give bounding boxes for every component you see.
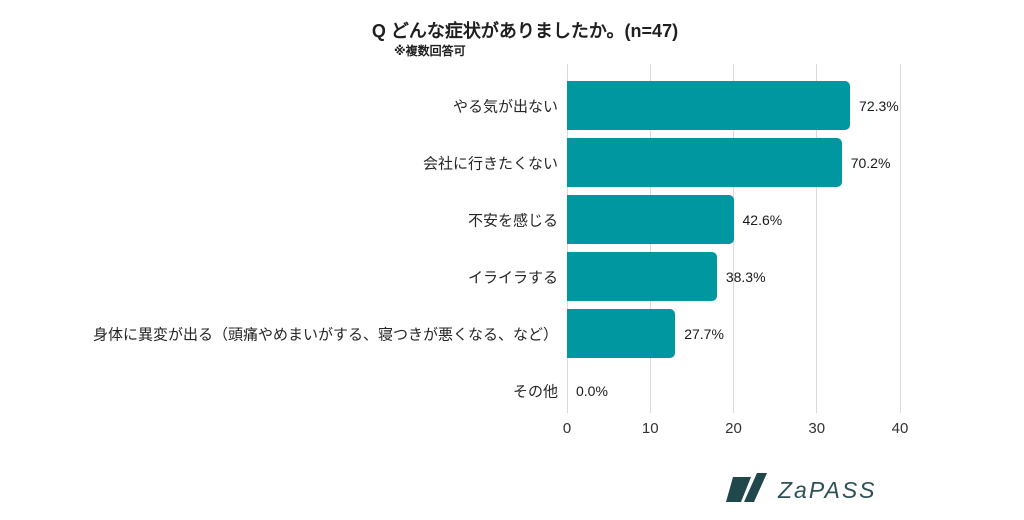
category-label: 身体に異変が出る（頭痛やめまいがする、寝つきが悪くなる、など） [92, 326, 558, 343]
category-label: その他 [512, 383, 558, 400]
x-tick-label: 20 [725, 420, 742, 437]
value-label: 70.2% [850, 154, 891, 171]
x-tick-label: 0 [562, 420, 572, 437]
gridline [899, 64, 901, 413]
gridline [733, 64, 734, 413]
category-label: 会社に行きたくない [422, 155, 558, 172]
chart-title: Q どんな症状がありましたか。(n=47) [371, 21, 679, 41]
value-label: 27.7% [684, 325, 724, 342]
value-label: 42.6% [742, 211, 783, 228]
bar [567, 195, 734, 244]
logo: ZaPASS [726, 471, 877, 503]
x-tick-label: 40 [891, 420, 909, 437]
logo-text: ZaPASS [778, 477, 877, 503]
value-label: 38.3% [725, 268, 766, 285]
value-label: 72.3% [859, 97, 899, 114]
chart-subtitle: ※複数回答可 [394, 44, 466, 58]
x-tick-label: 10 [641, 420, 659, 437]
x-tick-label: 30 [808, 420, 826, 437]
value-label: 0.0% [576, 382, 608, 399]
bar [567, 138, 842, 187]
category-label: やる気が出ない [452, 98, 558, 115]
category-label: イライラする [467, 269, 558, 286]
bar [567, 309, 676, 358]
gridline [816, 64, 818, 413]
category-label: 不安を感じる [467, 212, 558, 229]
bar [567, 81, 851, 130]
zapass-logo-icon [726, 473, 767, 502]
bar [567, 252, 717, 301]
